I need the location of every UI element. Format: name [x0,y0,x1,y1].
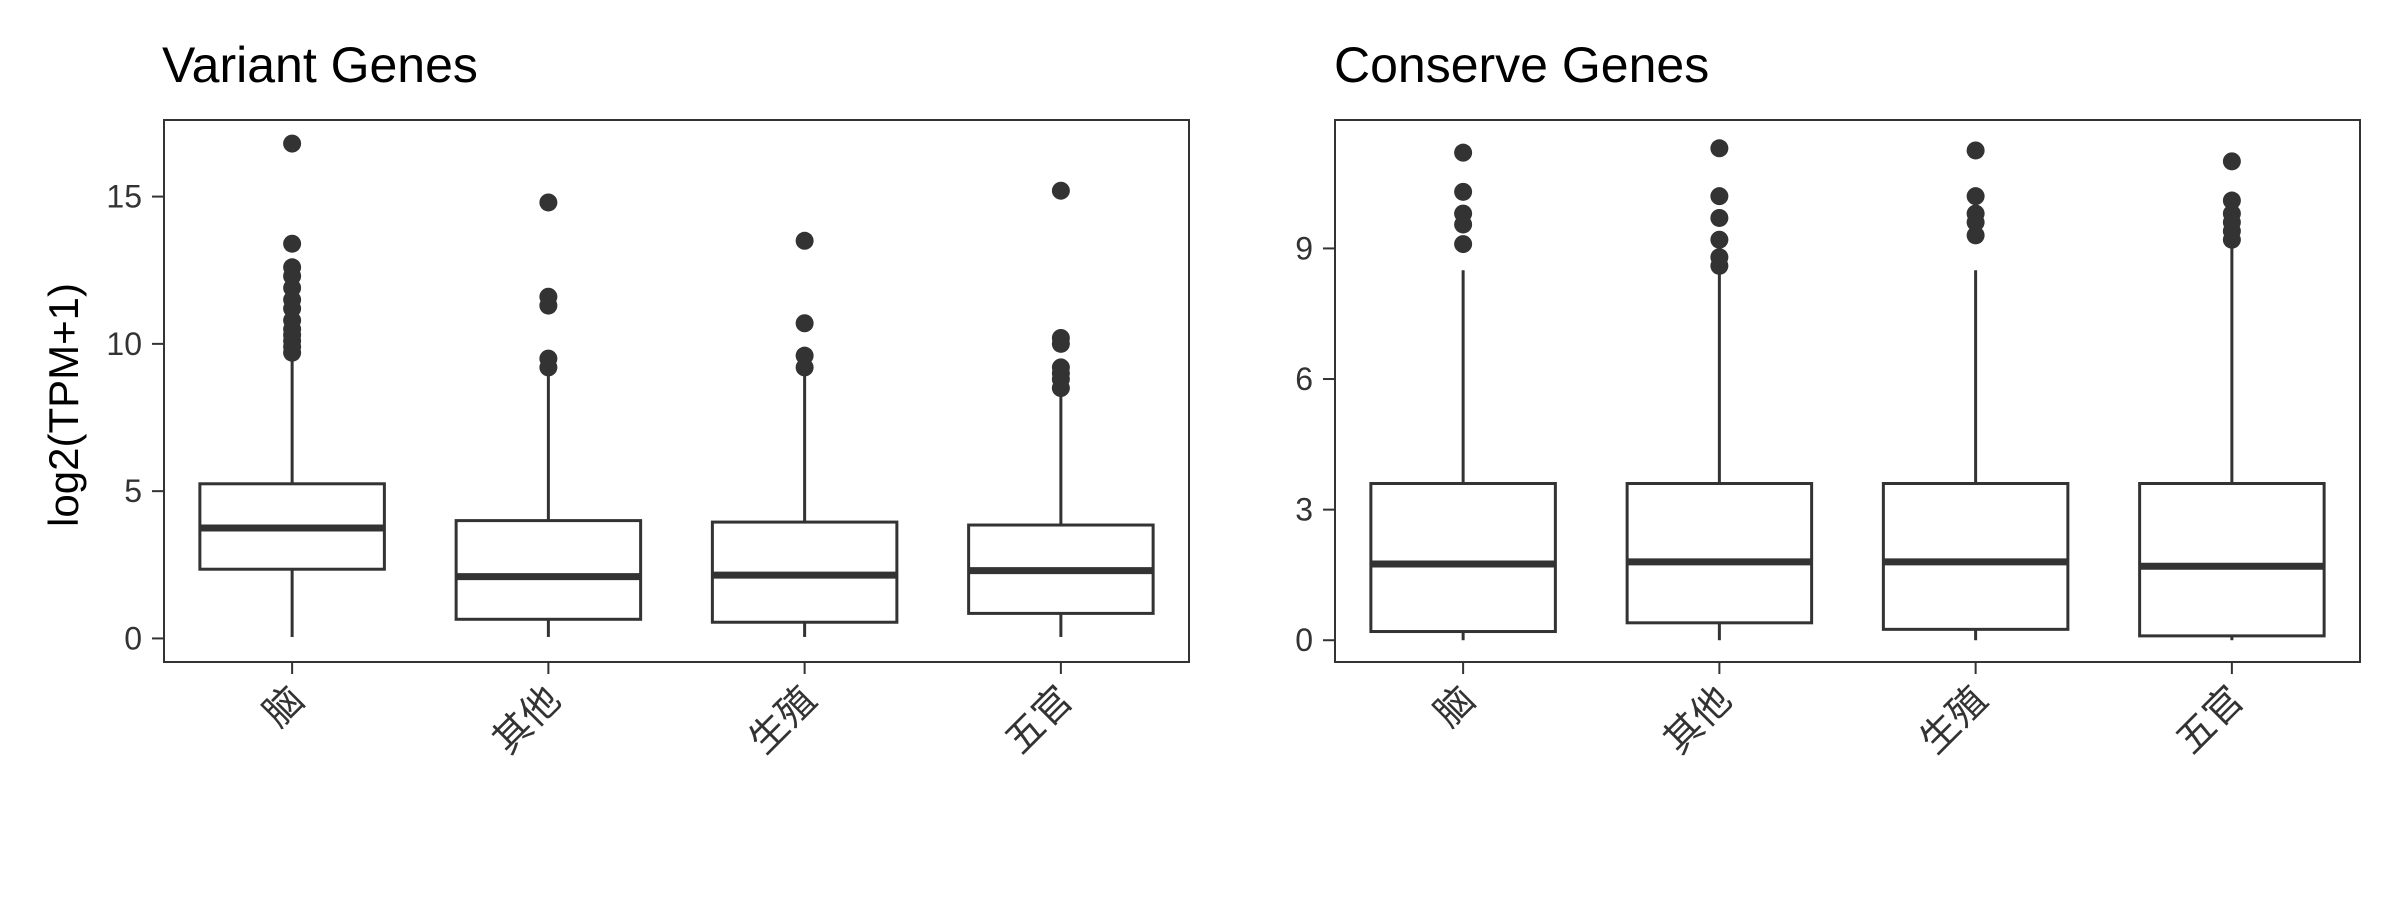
outlier-point [2222,191,2241,210]
x-tick-label: 脑 [1425,677,1483,735]
y-tick-label: 15 [106,179,142,215]
outlier-point [1710,248,1729,267]
outlier-point [1051,328,1070,347]
box-3 [1881,141,2070,641]
outlier-point [1051,181,1070,200]
y-tick-label: 5 [124,473,142,509]
outlier-point [283,258,302,277]
x-tick-label: 其他 [484,677,569,762]
outlier-point [1454,182,1473,201]
y-tick-label: 9 [1295,230,1313,266]
outlier-point [1454,143,1473,162]
outlier-point [1710,187,1729,206]
outlier-point [1710,230,1729,249]
y-tick-label: 3 [1295,492,1313,528]
outlier-point [2222,204,2241,223]
box-1 [1369,143,1557,641]
outlier-point [1710,139,1729,158]
outlier-point [539,349,558,368]
outlier-point [1966,187,1985,206]
outlier-point [2222,152,2241,171]
box-iqr [1369,482,1557,634]
box-iqr [1881,482,2070,631]
panel-variant-genes: Variant Genes log2(TPM+1) 0 5 10 15 脑 其他 生殖 五官 [40,37,1190,762]
box-4 [967,181,1155,637]
panel-border [163,119,1190,663]
box-iqr [2138,482,2326,638]
box-4 [2138,152,2326,641]
outlier-point [1710,208,1729,227]
box-1 [198,134,386,637]
panel-title: Conserve Genes [1334,37,1709,93]
outlier-point [1454,204,1473,223]
y-tick-label: 0 [124,620,142,656]
outlier-point [1966,204,1985,223]
x-tick-label: 生殖 [740,677,825,762]
box-3 [710,231,899,637]
box-iqr [454,519,643,621]
outlier-point [795,346,814,365]
outlier-point [1454,235,1473,254]
x-tick-label: 生殖 [1911,677,1996,762]
box-2 [1625,139,1814,641]
outlier-point [539,193,558,212]
outlier-point [1051,358,1070,377]
x-tick-label: 五官 [996,677,1081,762]
outlier-point [539,287,558,306]
outlier-point [795,231,814,250]
y-axis-label: log2(TPM+1) [40,283,87,527]
panel-border [1334,119,2361,663]
panel-conserve-genes: Conserve Genes 0 3 6 9 脑 其他 生殖 五官 [1295,37,2361,762]
outlier-point [283,134,302,153]
y-tick-label: 10 [106,326,142,362]
y-tick-label: 0 [1295,622,1313,658]
outlier-point [1966,141,1985,160]
box-iqr [1625,482,1814,625]
box-2 [454,193,643,637]
panel-title: Variant Genes [162,37,478,93]
outlier-point [283,234,302,253]
x-tick-label: 脑 [254,677,312,735]
outlier-point [1966,226,1985,245]
y-tick-label: 6 [1295,361,1313,397]
outlier-point [795,314,814,333]
x-tick-label: 其他 [1655,677,1740,762]
x-tick-label: 五官 [2167,677,2252,762]
